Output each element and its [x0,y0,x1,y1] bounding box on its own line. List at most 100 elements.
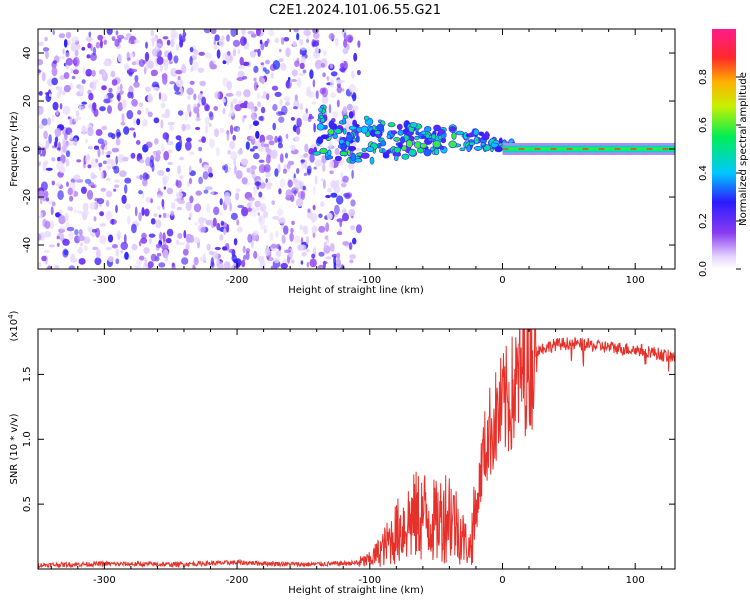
heatmap-noise-cell [185,123,191,131]
heatmap-noise-cell [232,259,239,263]
heatmap-noise-cell [86,189,94,200]
heatmap-noise-cell [42,218,47,228]
heatmap-noise-cell [56,182,61,188]
heatmap-noise-cell [112,166,117,170]
heatmap-noise-cell [116,94,120,100]
heatmap-noise-cell [220,220,225,226]
heatmap-noise-cell [119,90,124,95]
heatmap-noise-cell [105,246,112,251]
snr-y-tick-label: 0.5 [22,496,33,512]
heatmap-noise-cell [320,178,324,182]
heatmap-noise-cell [321,95,329,104]
heatmap-noise-cell [43,190,49,198]
heatmap-noise-cell [258,215,263,223]
heatmap-noise-cell [119,83,123,92]
heatmap-noise-cell [294,235,301,244]
heatmap-noise-cell [238,65,245,70]
heatmap-noise-cell [121,99,127,109]
heatmap-noise-cell [140,237,148,244]
heatmap-noise-cell [106,150,112,155]
heatmap-noise-cell [348,36,353,43]
heatmap-noise-cell [106,165,112,170]
heatmap-noise-cell [300,190,306,201]
heatmap-noise-cell [48,93,52,97]
heatmap-noise-cell [176,206,183,211]
heatmap-noise-cell [99,39,103,49]
heatmap-noise-cell [96,249,101,259]
heatmap-noise-cell [101,171,104,180]
heatmap-noise-cell [189,56,193,66]
heatmap-noise-cell [74,43,81,50]
heatmap-noise-cell [93,145,100,150]
heatmap-noise-cell [64,212,69,222]
heatmap-noise-cell [336,218,344,223]
heatmap-noise-cell [219,198,223,206]
heatmap-noise-cell [111,244,118,249]
heatmap-noise-cell [300,244,307,252]
heatmap-noise-cell [88,92,94,101]
heatmap-noise-cell [58,86,63,95]
heatmap-noise-cell [120,249,123,254]
heatmap-signal-cell [419,142,428,149]
heatmap-noise-cell [348,83,356,93]
heatmap-noise-cell [131,99,138,107]
heatmap-noise-cell [74,229,79,236]
heatmap-signal-cell [409,122,418,128]
heatmap-signal-cell [430,146,435,152]
heatmap-signal-cell [369,156,375,165]
heatmap-noise-cell [258,116,264,121]
heatmap-noise-cell [202,252,206,261]
colorbar-tick-label: 0.6 [698,117,709,133]
heatmap-noise-cell [253,185,257,196]
heatmap-noise-cell [97,148,101,158]
heatmap-noise-cell [285,133,289,139]
heatmap-noise-cell [296,77,302,88]
heatmap-noise-cell [166,140,174,146]
heatmap-noise-cell [110,70,116,78]
heatmap-noise-cell [48,134,52,144]
heatmap-noise-cell [186,137,192,143]
heatmap-noise-cell [257,48,261,57]
heatmap-noise-cell [155,219,162,229]
heatmap-noise-cell [134,75,139,83]
heatmap-noise-cell [161,244,169,250]
heatmap-noise-cell [343,32,347,41]
heatmap-noise-cell [101,85,107,91]
heatmap-noise-cell [43,231,52,238]
heatmap-noise-cell [245,251,250,261]
heatmap-signal-cell [433,148,440,156]
heatmap-noise-cell [115,258,120,265]
heatmap-noise-cell [144,51,150,62]
heatmap-noise-cell [150,155,154,164]
heatmap-noise-cell [62,238,70,246]
heatmap-signal-cell [327,149,332,157]
heatmap-noise-cell [330,92,336,99]
heatmap-noise-cell [323,241,328,249]
heatmap-noise-cell [133,117,137,126]
heatmap-noise-cell [282,168,287,174]
heatmap-noise-cell [336,195,344,205]
heatmap-noise-cell [246,101,255,110]
heatmap-noise-cell [341,88,345,92]
heatmap-noise-cell [127,91,133,99]
heatmap-noise-cell [91,184,97,189]
heatmap-noise-cell [192,264,196,269]
heatmap-noise-cell [115,138,121,146]
heatmap-noise-cell [199,80,206,87]
heatmap-noise-cell [91,232,95,238]
heatmap-noise-cell [96,198,105,205]
heatmap-noise-cell [145,156,151,167]
heatmap-noise-cell [189,234,194,243]
heatmap-noise-cell [344,193,351,200]
heatmap-signal-cell [360,152,370,159]
heatmap-noise-cell [314,159,323,167]
heatmap-noise-cell [125,33,132,38]
heatmap-noise-cell [43,130,48,140]
snr-x-tick-label: -200 [226,575,249,586]
heatmap-signal-cell [355,135,360,143]
heatmap-noise-cell [242,245,246,254]
heatmap-noise-cell [38,142,42,146]
heatmap-noise-cell [85,36,93,42]
heatmap-noise-cell [131,61,137,66]
